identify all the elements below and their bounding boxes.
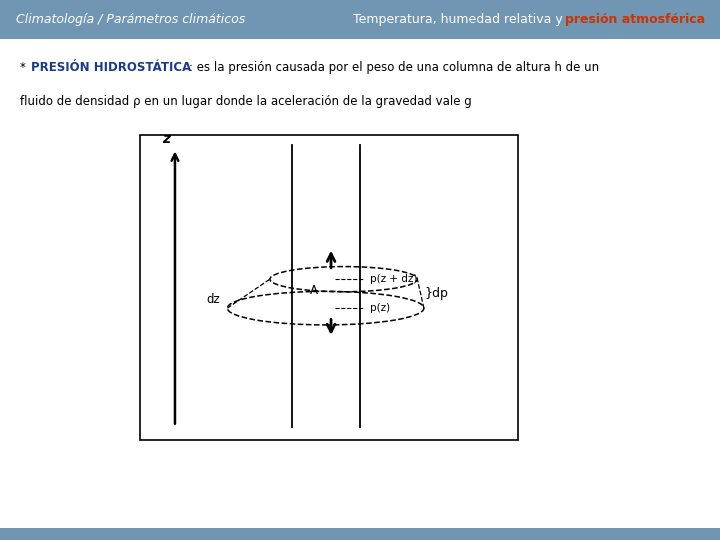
Text: p(z + dz): p(z + dz) — [370, 274, 418, 284]
Text: z: z — [162, 132, 170, 146]
Bar — [0, 0, 720, 39]
Text: PRESIÓN HIDROSTÁTICA: PRESIÓN HIDROSTÁTICA — [31, 61, 192, 74]
Text: fluido de densidad ρ en un lugar donde la aceleración de la gravedad vale g: fluido de densidad ρ en un lugar donde l… — [20, 94, 472, 107]
Text: presión atmosférica: presión atmosférica — [565, 13, 706, 26]
Bar — [140, 135, 518, 440]
Text: dz: dz — [207, 293, 220, 306]
Text: }dp: }dp — [424, 287, 449, 300]
Text: p(z): p(z) — [370, 303, 390, 313]
Text: *: * — [20, 61, 30, 74]
Text: Temperatura, humedad relativa y: Temperatura, humedad relativa y — [353, 13, 567, 26]
Text: A: A — [310, 285, 318, 298]
Bar — [0, 528, 720, 540]
Text: Climatología / Parámetros climáticos: Climatología / Parámetros climáticos — [16, 13, 245, 26]
Text: : es la presión causada por el peso de una columna de altura h de un: : es la presión causada por el peso de u… — [189, 61, 600, 74]
